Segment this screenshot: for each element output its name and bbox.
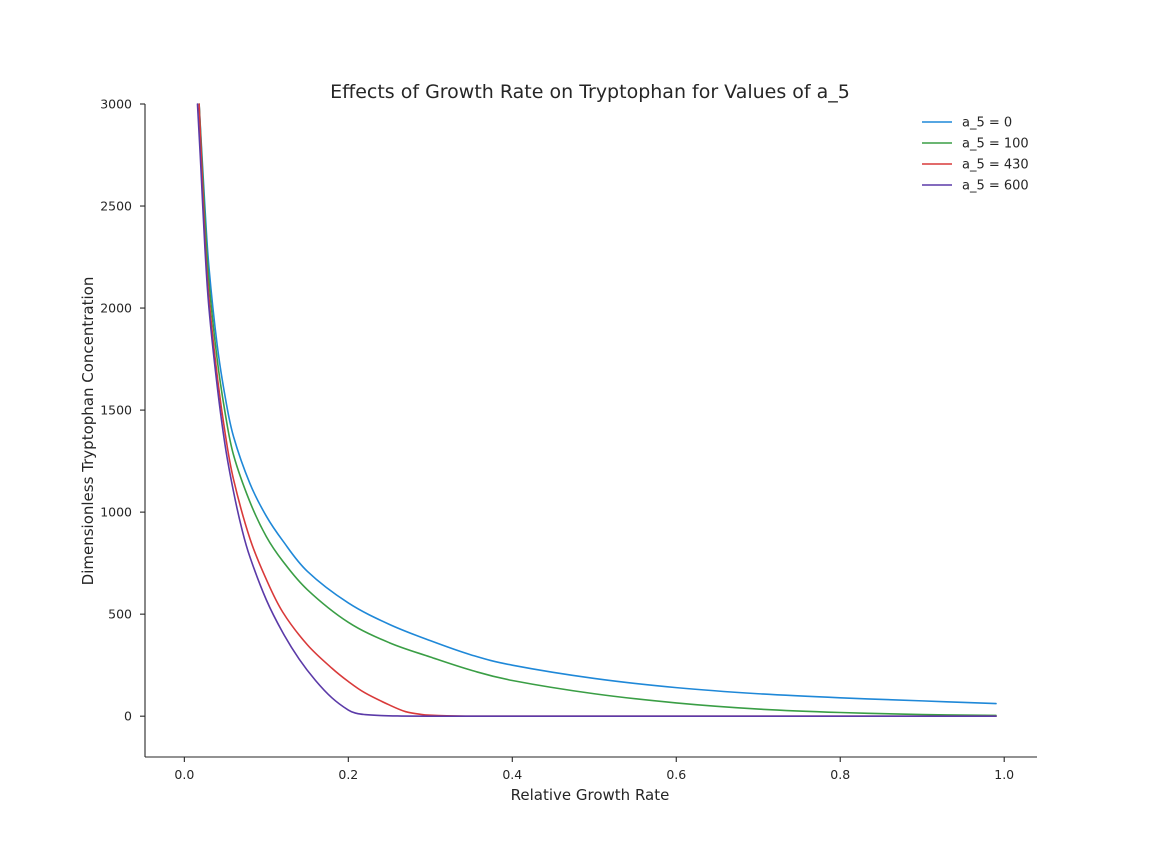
y-tick-label: 3000 [100,97,132,112]
legend: a_5 = 0 a_5 = 100 a_5 = 430 a_5 = 600 [922,116,1029,194]
legend-label: a_5 = 0 [962,116,1012,131]
y-axis-label: Dimensionless Tryptophan Concentration [79,277,97,586]
y-tick-label: 1000 [100,505,132,520]
x-axis-label: Relative Growth Rate [511,786,670,804]
series-line-3 [196,103,997,718]
series-line-1 [198,103,997,717]
x-tick-label: 1.0 [994,767,1014,782]
x-tick-label: 0.6 [666,767,686,782]
chart-title: Effects of Growth Rate on Tryptophan for… [330,81,850,103]
x-tick-label: 0.2 [338,767,358,782]
x-tick-label: 0.4 [502,767,522,782]
x-tick-label: 0.8 [830,767,850,782]
series-line-2 [198,103,997,718]
series-line-0 [198,103,997,705]
y-tick-label: 2500 [100,199,132,214]
y-tick-label: 0 [124,709,132,724]
legend-label: a_5 = 430 [962,158,1029,173]
y-tick-label: 1500 [100,403,132,418]
legend-label: a_5 = 100 [962,137,1029,152]
y-tick-label: 500 [108,607,132,622]
y-ticks: 0 500 1000 1500 2000 2500 3000 [100,97,145,724]
series-group [196,103,997,718]
x-tick-label: 0.0 [174,767,194,782]
y-tick-label: 2000 [100,301,132,316]
legend-label: a_5 = 600 [962,179,1029,194]
x-ticks: 0.0 0.2 0.4 0.6 0.8 1.0 [174,757,1014,782]
